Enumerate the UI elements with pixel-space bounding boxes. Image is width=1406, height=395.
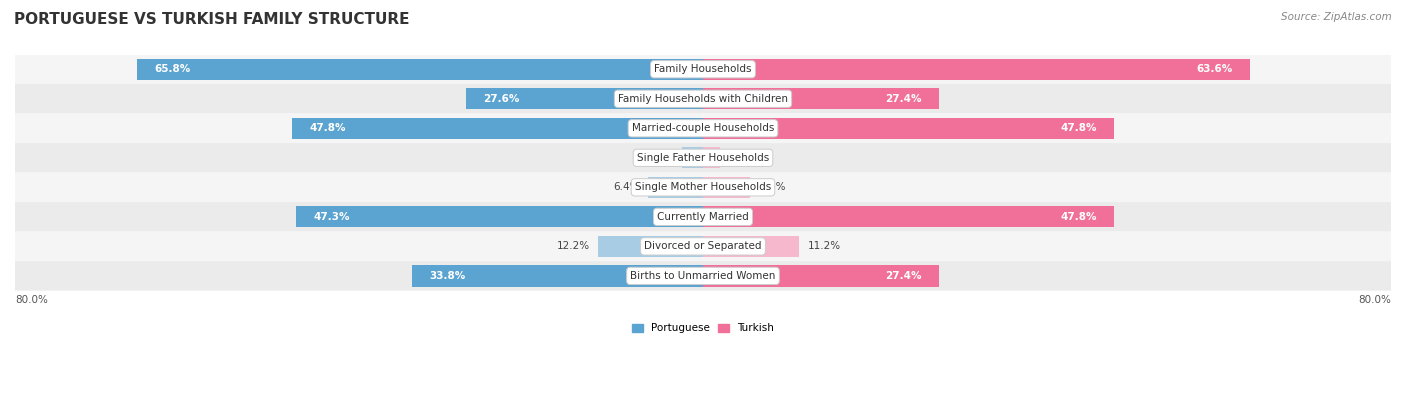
Bar <box>682 147 703 168</box>
Text: Single Father Households: Single Father Households <box>637 153 769 163</box>
Bar <box>412 265 703 286</box>
FancyBboxPatch shape <box>15 55 1391 84</box>
Bar <box>703 236 800 257</box>
Text: Single Mother Households: Single Mother Households <box>636 182 770 192</box>
Text: Divorced or Separated: Divorced or Separated <box>644 241 762 251</box>
FancyBboxPatch shape <box>15 261 1391 291</box>
Bar <box>292 118 703 139</box>
Bar <box>598 236 703 257</box>
FancyBboxPatch shape <box>15 173 1391 202</box>
Bar <box>648 177 703 198</box>
Text: Currently Married: Currently Married <box>657 212 749 222</box>
Text: Family Households: Family Households <box>654 64 752 74</box>
Text: 2.5%: 2.5% <box>647 153 673 163</box>
FancyBboxPatch shape <box>15 231 1391 261</box>
Text: 2.0%: 2.0% <box>728 153 755 163</box>
Bar <box>703 265 939 286</box>
Text: 47.8%: 47.8% <box>1060 123 1097 133</box>
Bar <box>703 58 1250 80</box>
FancyBboxPatch shape <box>15 143 1391 173</box>
Text: 6.4%: 6.4% <box>613 182 640 192</box>
Bar <box>465 88 703 109</box>
Text: Family Households with Children: Family Households with Children <box>619 94 787 104</box>
FancyBboxPatch shape <box>15 84 1391 113</box>
Bar <box>138 58 703 80</box>
Bar <box>703 88 939 109</box>
FancyBboxPatch shape <box>15 113 1391 143</box>
Text: 33.8%: 33.8% <box>429 271 465 281</box>
Text: 27.4%: 27.4% <box>884 94 921 104</box>
Text: Married-couple Households: Married-couple Households <box>631 123 775 133</box>
Text: 80.0%: 80.0% <box>1358 295 1391 305</box>
Text: 11.2%: 11.2% <box>808 241 841 251</box>
Text: 63.6%: 63.6% <box>1197 64 1233 74</box>
Bar <box>703 206 1114 228</box>
Text: 80.0%: 80.0% <box>15 295 48 305</box>
Text: 27.4%: 27.4% <box>884 271 921 281</box>
Bar <box>703 177 751 198</box>
Text: 5.5%: 5.5% <box>759 182 786 192</box>
Text: Source: ZipAtlas.com: Source: ZipAtlas.com <box>1281 12 1392 22</box>
Legend: Portuguese, Turkish: Portuguese, Turkish <box>628 319 778 337</box>
Text: PORTUGUESE VS TURKISH FAMILY STRUCTURE: PORTUGUESE VS TURKISH FAMILY STRUCTURE <box>14 12 409 27</box>
Text: 47.8%: 47.8% <box>1060 212 1097 222</box>
Bar <box>703 118 1114 139</box>
Text: 47.3%: 47.3% <box>314 212 350 222</box>
Text: 12.2%: 12.2% <box>557 241 589 251</box>
FancyBboxPatch shape <box>15 202 1391 231</box>
Bar <box>703 147 720 168</box>
Bar <box>297 206 703 228</box>
Text: 47.8%: 47.8% <box>309 123 346 133</box>
Text: 65.8%: 65.8% <box>155 64 191 74</box>
Text: 27.6%: 27.6% <box>482 94 519 104</box>
Text: Births to Unmarried Women: Births to Unmarried Women <box>630 271 776 281</box>
